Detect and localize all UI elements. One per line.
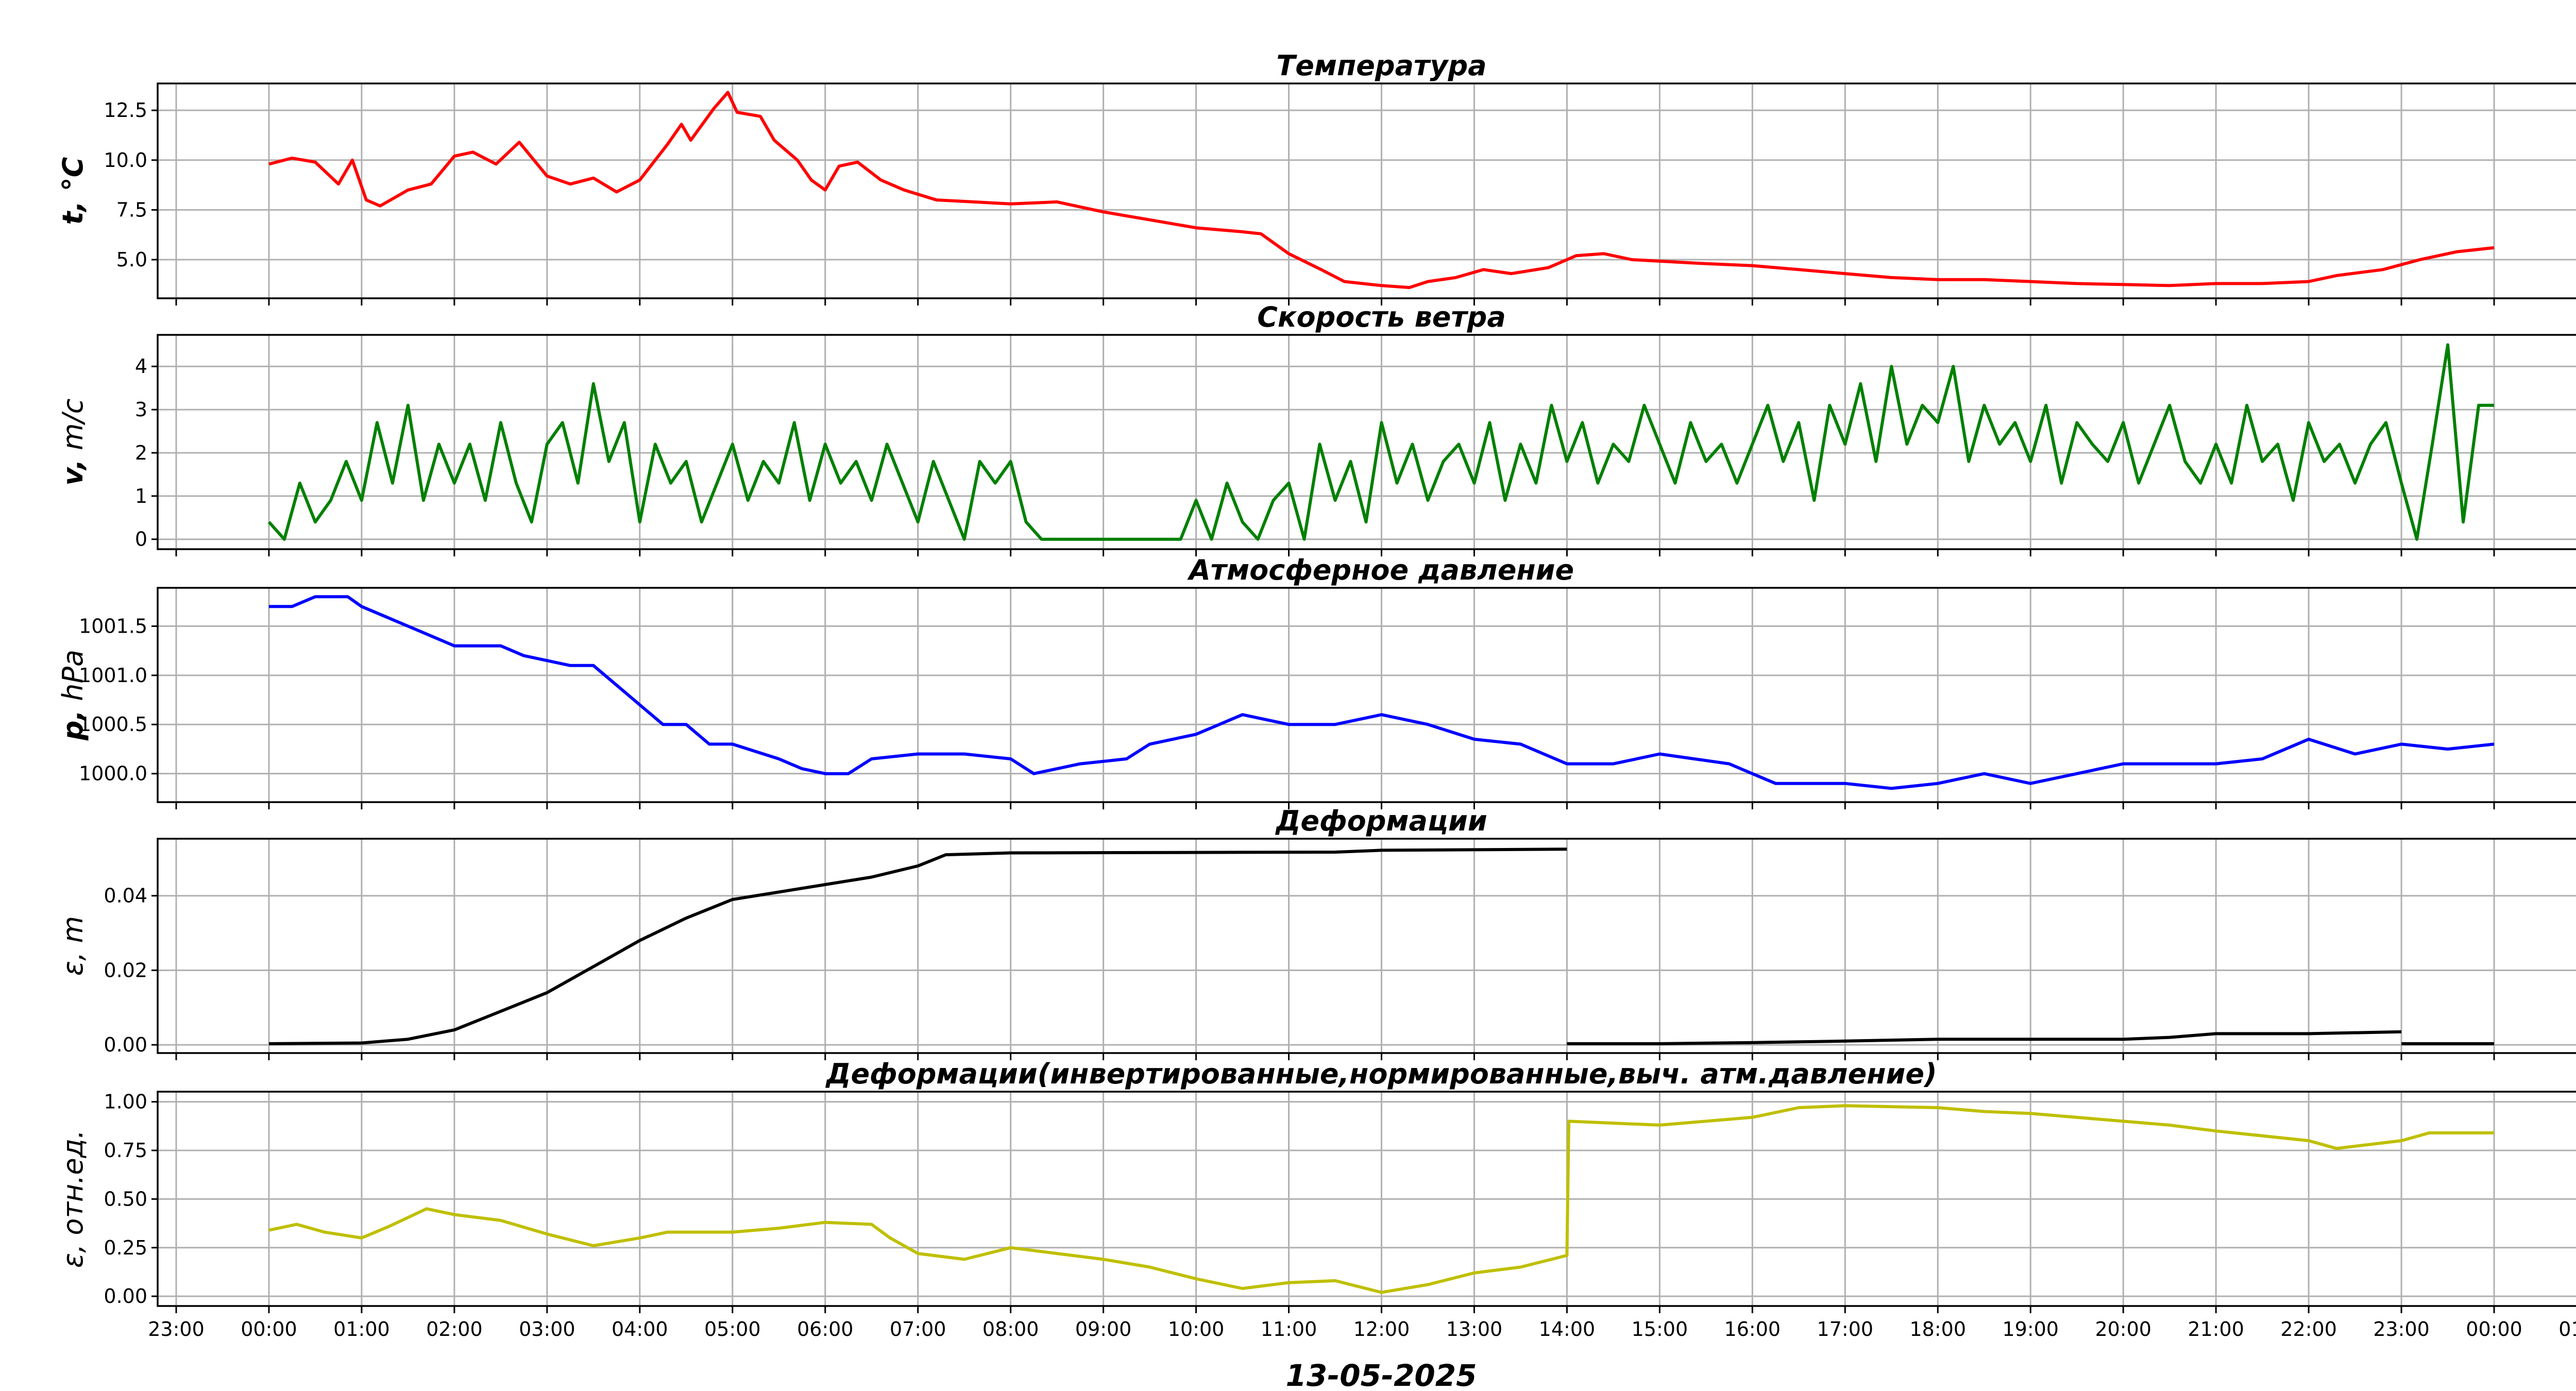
y-axis-label-unit: hPa xyxy=(57,650,89,710)
y-tick-label: 0.02 xyxy=(104,959,147,981)
y-tick-label: 0 xyxy=(135,528,147,551)
x-tick-label: 10:00 xyxy=(1168,1318,1225,1341)
x-tick-label: 01:00 xyxy=(333,1318,390,1341)
x-tick-label: 05:00 xyxy=(704,1318,761,1341)
panel-4: 0.00 0.02 0.04 Деформации ε, m xyxy=(57,805,2576,1060)
y-tick-label: 1001.0 xyxy=(79,664,147,687)
x-tick-label: 19:00 xyxy=(2002,1318,2059,1341)
y-tick-label: 2 xyxy=(135,442,147,464)
x-tick-label: 20:00 xyxy=(2095,1318,2151,1341)
x-tick-label: 12:00 xyxy=(1353,1318,1410,1341)
y-axis-label-unit: ε, m xyxy=(57,916,89,976)
x-axis-label: 13-05-2025 xyxy=(1286,1358,1477,1391)
y-tick-label: 0.25 xyxy=(104,1236,147,1259)
panel-2: 0 1 2 3 4 Скорость ветра v, m/c xyxy=(57,301,2576,556)
data-series-line xyxy=(268,91,2495,290)
panel-title: Скорость ветра xyxy=(1257,301,1506,333)
x-tick-label: 18:00 xyxy=(1910,1318,1967,1341)
y-tick-label: 10.0 xyxy=(104,149,147,172)
x-tick-label: 13:00 xyxy=(1446,1318,1503,1341)
y-axis-label-unit: °C xyxy=(57,157,89,201)
y-tick-label: 5.0 xyxy=(116,248,147,271)
y-tick-label: 7.5 xyxy=(116,198,147,221)
x-tick-label: 03:00 xyxy=(519,1318,575,1341)
x-tick-label: 09:00 xyxy=(1075,1318,1132,1341)
x-tick-label: 15:00 xyxy=(1632,1318,1688,1341)
x-tick-label: 06:00 xyxy=(797,1318,854,1341)
axes-frame xyxy=(157,838,2576,1054)
x-tick-label: 00:00 xyxy=(2466,1318,2522,1341)
y-tick-label: 1 xyxy=(135,485,147,507)
y-tick-label: 1.00 xyxy=(104,1091,147,1113)
y-tick-label: 0.04 xyxy=(104,885,147,907)
panel-3: 1000.0 1000.5 1001.0 1001.5 Атмосферное давл… xyxy=(57,554,2576,809)
y-axis-label: v, m/c xyxy=(57,399,89,486)
x-tick-label: 21:00 xyxy=(2188,1318,2244,1341)
y-axis-label-unit: ε, отн.ед. xyxy=(57,1130,89,1268)
y-axis-label: p, hPa xyxy=(57,650,89,741)
x-tick-label: 00:00 xyxy=(241,1318,297,1341)
x-tick-label: 01:00 xyxy=(2558,1318,2576,1341)
data-series-line xyxy=(1567,1030,2402,1045)
y-axis-label: t, °C xyxy=(57,157,89,225)
y-axis-label-symbol: p, xyxy=(57,710,89,741)
data-series-line xyxy=(267,343,2494,541)
x-tick-label: 17:00 xyxy=(1817,1318,1874,1341)
x-tick-label: 02:00 xyxy=(426,1318,483,1341)
y-tick-label: 0.50 xyxy=(104,1188,147,1210)
x-tick-label: 16:00 xyxy=(1724,1318,1781,1341)
x-tick-label: 07:00 xyxy=(890,1318,946,1341)
panel-5: 0.00 0.25 0.50 0.75 1.00 23:00 00:00 01:00 02:00… xyxy=(57,1058,2576,1341)
y-tick-label: 0.00 xyxy=(104,1285,147,1308)
panel-title: Деформации(инвертированные,нормированные… xyxy=(825,1058,1937,1090)
x-tick-label: 14:00 xyxy=(1539,1318,1596,1341)
panel-1: 5.0 7.5 10.0 12.5 Температура t, °C xyxy=(57,49,2576,306)
x-tick-label: 23:00 xyxy=(148,1318,205,1341)
panel-title: Температура xyxy=(1276,49,1486,82)
y-tick-label: 1000.0 xyxy=(79,762,147,785)
y-axis-label-symbol: v, xyxy=(57,459,89,485)
y-tick-label: 1001.5 xyxy=(79,615,147,637)
data-series-line xyxy=(268,847,1567,1045)
x-tick-label: 22:00 xyxy=(2280,1318,2337,1341)
y-axis-label: ε, m xyxy=(57,916,89,976)
y-tick-label: 4 xyxy=(135,355,147,378)
y-tick-label: 0.75 xyxy=(104,1139,147,1162)
x-tick-label: 11:00 xyxy=(1261,1318,1317,1341)
y-axis-label-unit: m/c xyxy=(57,399,89,460)
x-tick-label: 04:00 xyxy=(612,1318,668,1341)
y-tick-label: 12.5 xyxy=(104,99,147,122)
data-series-line xyxy=(269,595,2495,790)
axes-frame xyxy=(157,82,2576,299)
x-tick-label: 23:00 xyxy=(2373,1318,2430,1341)
y-tick-label: 3 xyxy=(135,398,147,421)
axes-frame xyxy=(157,587,2576,803)
y-axis-label-symbol: t, xyxy=(57,201,89,225)
panel-title: Атмосферное давление xyxy=(1187,554,1574,586)
data-series-line xyxy=(268,1104,2494,1294)
x-tick-label: 08:00 xyxy=(982,1318,1039,1341)
y-axis-label: ε, отн.ед. xyxy=(57,1130,89,1268)
y-tick-label: 0.00 xyxy=(104,1033,147,1056)
panel-title: Деформации xyxy=(1275,805,1487,837)
y-tick-label: 1000.5 xyxy=(79,713,147,736)
